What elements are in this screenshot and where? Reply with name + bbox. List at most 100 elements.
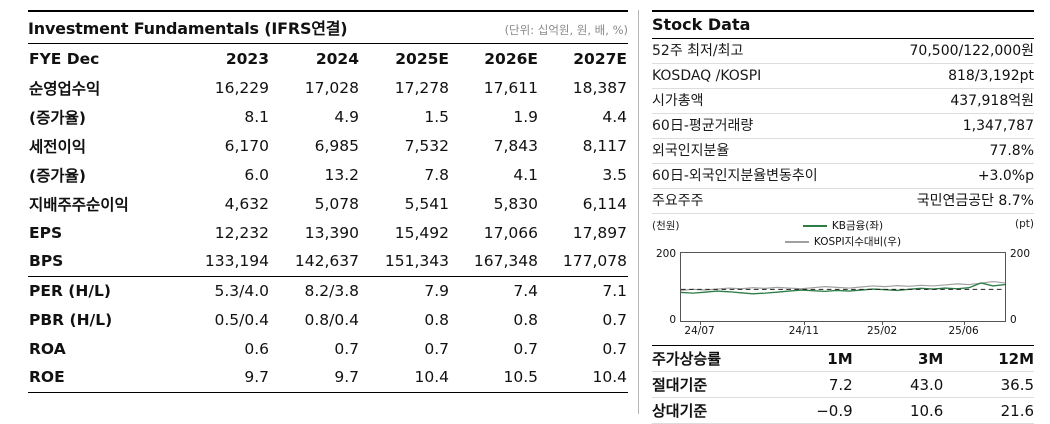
row-label: (증가율) (29, 166, 86, 185)
stock-label: 52주 최저/최고 (652, 42, 744, 59)
right-y-axis: 200 0 (1006, 248, 1034, 326)
stock-label: 60日-평균거래량 (652, 117, 754, 134)
cell: 13,390 (304, 223, 359, 242)
table-row: 지배주주순이익 4,632 5,078 5,541 5,830 6,114 (28, 189, 628, 218)
column-header: 12M (998, 349, 1035, 368)
returns-row: 상대기준 −0.9 10.6 21.6 (652, 398, 1034, 424)
stock-value: 818/3,192pt (948, 67, 1034, 84)
legend-item: KOSPI지수대비(우) (784, 234, 902, 249)
y-tick-label: 200 (655, 248, 676, 260)
row-label: (증가율) (29, 108, 86, 127)
row-label: PER (H/L) (29, 281, 111, 300)
left-y-axis: 200 0 (652, 248, 680, 326)
stock-row: 52주 최저/최고 70,500/122,000원 (652, 39, 1034, 64)
cell: 21.6 (1000, 401, 1035, 420)
column-header: 2023 (225, 49, 269, 68)
plot-area (680, 252, 1006, 322)
cell: 0.7 (424, 339, 449, 358)
unit-note: (단위: 십억원, 원, 배, %) (504, 23, 628, 37)
legend-label: KOSPI지수대비(우) (813, 236, 902, 248)
legend-marker (802, 224, 827, 227)
column-header: 2025E (395, 49, 449, 68)
column-header: 1M (827, 349, 853, 368)
x-tick-label: 25/06 (948, 325, 979, 337)
price-chart: (천원) KB금융(좌) KOSPI지수대비(우) (pt) 200 0 (652, 218, 1034, 338)
row-label: 지배주주순이익 (29, 195, 129, 214)
fundamentals-table: FYE Dec 2023 2024 2025E 2026E 2027E 순영업수… (28, 44, 628, 393)
cell: 151,343 (360, 247, 450, 277)
stock-row: 주요주주 국민연금공단 8.7% (652, 189, 1034, 214)
y-tick-label: 200 (1010, 248, 1031, 260)
y-tick-label: 0 (1010, 314, 1017, 326)
cell: 4.4 (602, 107, 627, 126)
cell: 16,229 (214, 78, 269, 97)
x-tick-label: 25/02 (866, 325, 898, 337)
row-label: EPS (29, 223, 63, 242)
table-row: ROA 0.6 0.7 0.7 0.7 0.7 (28, 334, 628, 363)
cell: 6,985 (314, 136, 359, 155)
stock-value: 77.8% (989, 142, 1034, 159)
fundamentals-header-row: FYE Dec 2023 2024 2025E 2026E 2027E (28, 44, 628, 73)
x-tick-label: 24/07 (684, 325, 715, 337)
cell: 7.9 (424, 281, 449, 300)
stock-value: 70,500/122,000원 (909, 42, 1034, 59)
stock-value: 437,918억원 (950, 92, 1034, 109)
chart-header: (천원) KB금융(좌) KOSPI지수대비(우) (pt) (652, 218, 1034, 249)
column-header: FYE Dec (29, 49, 100, 68)
cell: 3.5 (602, 165, 627, 184)
table-row: (증가율) 6.0 13.2 7.8 4.1 3.5 (28, 160, 628, 189)
stock-data-panel: Stock Data 52주 최저/최고 70,500/122,000원 KOS… (638, 10, 1034, 424)
row-label: 순영업수익 (29, 79, 101, 98)
stock-row: 60日-평균거래량 1,347,787 (652, 114, 1034, 139)
table-row: (증가율) 8.1 4.9 1.5 1.9 4.4 (28, 102, 628, 131)
legend-item: KB금융(좌) (802, 218, 884, 233)
cell: 9.7 (180, 363, 270, 393)
cell: 7,843 (493, 136, 538, 155)
cell: 167,348 (450, 247, 539, 277)
x-axis-labels: 24/07 24/11 25/02 25/06 (680, 322, 1006, 338)
cell: 0.8 (513, 310, 538, 329)
stock-label: 60日-외국인지분율변동추이 (652, 167, 818, 184)
cell: 17,066 (483, 223, 538, 242)
row-label: 절대기준 (652, 375, 708, 394)
cell: 36.5 (1000, 375, 1035, 394)
stock-value: 1,347,787 (962, 117, 1034, 134)
cell: 12,232 (214, 223, 269, 242)
cell: 0.8 (424, 310, 449, 329)
price-returns-table: 주가상승률 1M 3M 12M 절대기준 7.2 43.0 36.5 상대기준 … (652, 345, 1034, 424)
cell: 1.9 (513, 107, 538, 126)
cell: 4,632 (224, 194, 269, 213)
fundamentals-title: Investment Fundamentals (IFRS연결) (28, 19, 348, 38)
y-tick-label: 0 (669, 314, 676, 326)
stock-row: 외국인지분율 77.8% (652, 139, 1034, 164)
price-chart-svg (681, 280, 1005, 295)
cell: 0.7 (334, 339, 359, 358)
cell: 17,611 (483, 78, 538, 97)
cell: 0.6 (244, 339, 269, 358)
right-axis-unit-label: (pt) (1015, 218, 1034, 230)
cell: 10.5 (450, 363, 539, 393)
row-label: ROA (29, 339, 66, 358)
row-label: BPS (28, 247, 180, 277)
cell: 7.4 (513, 281, 538, 300)
column-header: 2027E (573, 49, 627, 68)
table-row: ROE 9.7 9.7 10.4 10.5 10.4 (28, 363, 628, 393)
returns-header-row: 주가상승률 1M 3M 12M (652, 346, 1034, 372)
legend-label: KB금융(좌) (831, 220, 884, 232)
cell: 5,830 (493, 194, 538, 213)
cell: 7.8 (424, 165, 449, 184)
cell: 17,028 (304, 78, 359, 97)
cell: 0.7 (513, 339, 538, 358)
cell: 17,278 (394, 78, 449, 97)
row-label: 상대기준 (652, 401, 708, 420)
cell: 5.3/4.0 (214, 281, 269, 300)
left-axis-unit-label: (천원) (652, 220, 680, 232)
table-row: 순영업수익 16,229 17,028 17,278 17,611 18,387 (28, 73, 628, 102)
x-tick (699, 322, 701, 325)
cell: 9.7 (270, 363, 360, 393)
cell: 7,532 (404, 136, 449, 155)
cell: 10.4 (539, 363, 628, 393)
cell: 13.2 (324, 165, 359, 184)
cell: −0.9 (816, 401, 853, 420)
